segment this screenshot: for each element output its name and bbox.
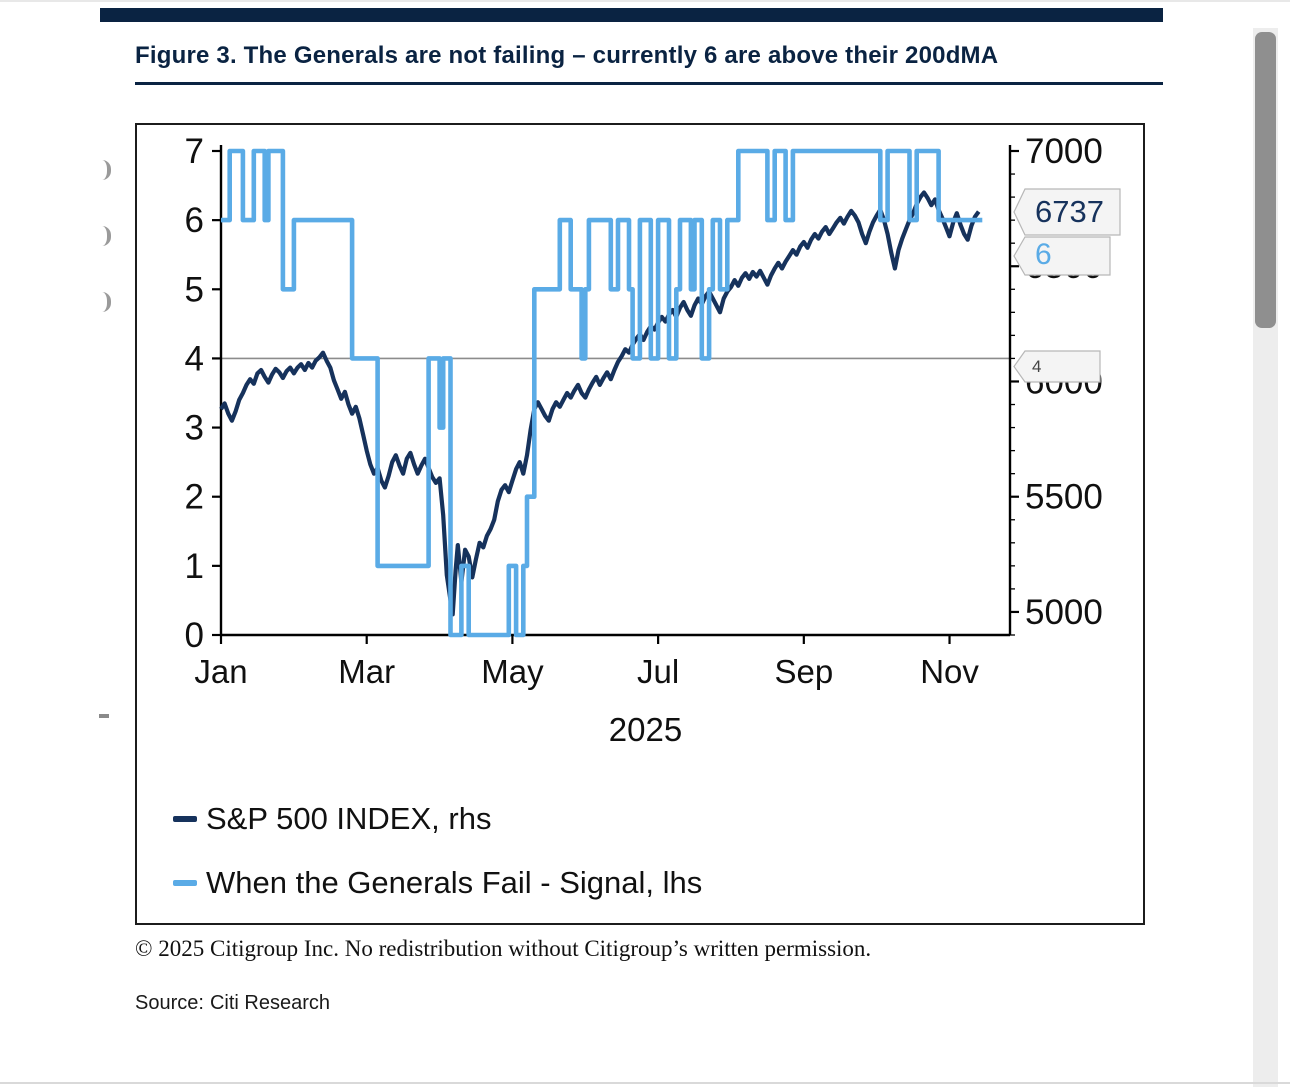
clipped-glyph-artifact <box>99 160 111 180</box>
top-accent-bar <box>100 8 1163 22</box>
rhs-tick-label: 5500 <box>1025 478 1103 517</box>
x-tick-label: Jan <box>194 653 247 690</box>
figure-title: Figure 3. The Generals are not failing –… <box>135 42 999 69</box>
rhs-tick-label: 5000 <box>1025 593 1103 632</box>
lhs-tick-label: 6 <box>185 201 204 240</box>
lhs-tick-label: 1 <box>185 547 204 586</box>
scrollbar-thumb[interactable] <box>1255 32 1276 328</box>
x-tick-label: Jul <box>637 653 679 690</box>
source-label: Source: <box>135 992 204 1014</box>
x-axis-year-label: 2025 <box>609 711 682 748</box>
legend-item-signal: When the Generals Fail - Signal, lhs <box>173 851 702 915</box>
clipped-glyph-artifact <box>99 714 109 718</box>
source-value: Citi Research <box>209 992 330 1014</box>
legend-label-sp500: S&P 500 INDEX, rhs <box>206 801 492 836</box>
source-line: Source: Citi Research <box>135 992 330 1015</box>
lhs-tick-label: 0 <box>185 616 204 655</box>
x-tick-label: Nov <box>920 653 979 690</box>
legend-label-signal: When the Generals Fail - Signal, lhs <box>206 865 703 900</box>
axis-callout-badge <box>1013 236 1111 276</box>
clipped-glyph-artifact <box>99 292 111 312</box>
sp500-line-swatch-icon <box>173 816 197 822</box>
top-hairline <box>0 0 1290 2</box>
signal-series-line <box>221 148 983 638</box>
rhs-tick-label: 7000 <box>1025 132 1103 171</box>
x-tick-label: Sep <box>774 653 833 690</box>
axis-callout-badge <box>1013 350 1101 383</box>
x-tick-label: Mar <box>338 653 395 690</box>
lhs-tick-label: 3 <box>185 409 204 448</box>
chart-canvas: 0123456750005500600065007000JanMarMayJul… <box>185 132 1121 748</box>
axis-callout-label: 4 <box>1032 357 1041 376</box>
sp500-series-line <box>219 190 981 617</box>
bottom-hairline <box>0 1082 1290 1084</box>
copyright-text: © 2025 Citigroup Inc. No redistribution … <box>135 936 872 961</box>
legend: S&P 500 INDEX, rhs When the Generals Fai… <box>173 787 702 915</box>
legend-item-sp500: S&P 500 INDEX, rhs <box>173 787 702 851</box>
clipped-glyph-artifact <box>99 226 111 246</box>
title-rule <box>135 82 1163 85</box>
lhs-tick-label: 7 <box>185 132 204 171</box>
chart-frame: 0123456750005500600065007000JanMarMayJul… <box>135 123 1145 925</box>
lhs-tick-label: 5 <box>185 270 204 309</box>
lhs-tick-label: 2 <box>185 478 204 517</box>
x-tick-label: May <box>481 653 544 690</box>
signal-line-swatch-icon <box>173 880 197 886</box>
lhs-tick-label: 4 <box>185 339 204 378</box>
axis-callout-label: 6 <box>1035 238 1052 271</box>
axis-callout-badge <box>1013 188 1121 236</box>
axis-callout-label: 6737 <box>1035 194 1104 229</box>
